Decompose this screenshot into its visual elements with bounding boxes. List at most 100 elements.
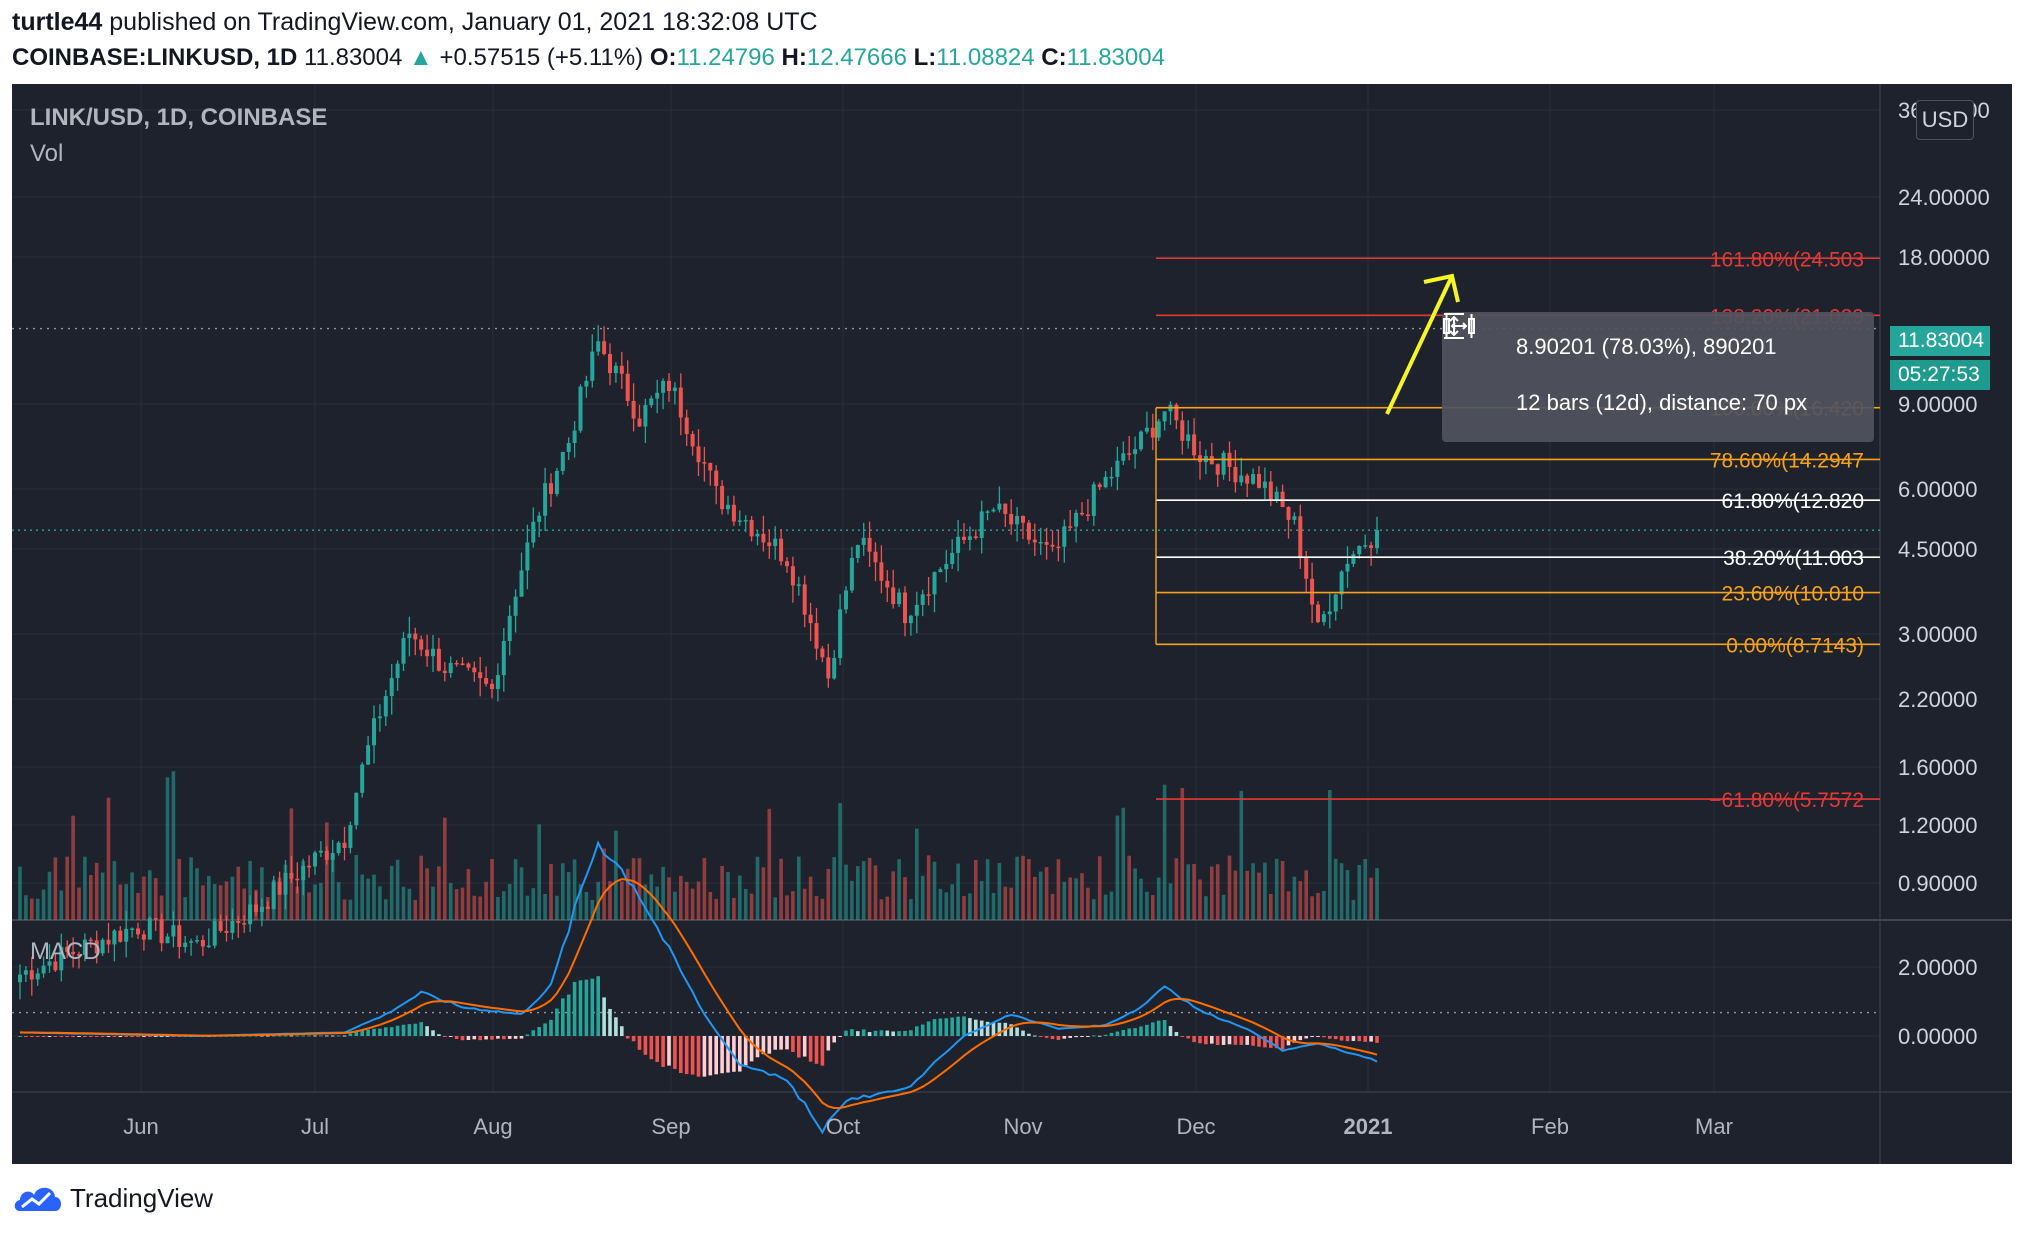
macd-hist-205 <box>1227 1036 1232 1045</box>
macd-hist-192 <box>1151 1022 1155 1036</box>
candle-body-163 <box>979 511 984 539</box>
candle-body-50 <box>313 852 317 867</box>
candle-body-183 <box>1097 484 1102 488</box>
candle-body-105 <box>637 418 642 427</box>
tradingview-logo-icon <box>14 1187 61 1211</box>
brand-name: TradingView <box>70 1182 214 1213</box>
candle-body-42 <box>265 906 270 909</box>
volume-bar-150 <box>903 877 907 920</box>
candle-body-223 <box>1333 594 1338 612</box>
volume-bar-172 <box>1033 876 1037 920</box>
macd-hist-143 <box>861 1029 866 1036</box>
macd-hist-9 <box>71 1036 75 1037</box>
candle-body-61 <box>377 716 382 719</box>
candle-body-189 <box>1133 449 1138 455</box>
candle-body-11 <box>82 939 87 955</box>
volume-bar-73 <box>448 882 453 920</box>
macd-hist-160 <box>962 1016 966 1036</box>
candle-body-52 <box>324 850 329 860</box>
volume-bar-111 <box>673 891 677 920</box>
macd-hist-111 <box>673 1036 677 1069</box>
volume-bar-188 <box>1127 855 1131 920</box>
trend-arrow-line <box>1385 275 1454 415</box>
candle-body-60 <box>372 718 376 746</box>
volume-bar-2 <box>30 898 34 920</box>
price-tick-label-6: 3.00000 <box>1898 622 1978 647</box>
macd-hist-174 <box>1044 1036 1049 1038</box>
candle-body-128 <box>773 538 778 547</box>
volume-bar-115 <box>696 881 701 920</box>
macd-hist-47 <box>295 1035 300 1037</box>
candle-body-191 <box>1144 427 1149 432</box>
x-tick-label-1: Jul <box>301 1114 329 1139</box>
macd-hist-173 <box>1038 1036 1043 1037</box>
macd-hist-149 <box>897 1031 901 1036</box>
macd-hist-177 <box>1062 1036 1067 1039</box>
fib-label-3: 78.60%(14.2947 <box>1710 449 1864 472</box>
candle-body-187 <box>1121 453 1126 461</box>
candle-body-142 <box>855 544 860 558</box>
volume-bar-206 <box>1233 870 1238 920</box>
candle-body-209 <box>1251 473 1256 484</box>
author-name[interactable]: turtle44 <box>12 8 103 36</box>
x-tick-label-0: Jun <box>123 1114 158 1139</box>
ohlc-line: COINBASE:LINKUSD, 1D 11.83004 ▲ +0.57515… <box>12 44 1165 72</box>
macd-hist-67 <box>413 1023 418 1036</box>
macd-hist-86 <box>525 1034 530 1036</box>
macd-hist-65 <box>401 1024 406 1036</box>
macd-hist-108 <box>655 1036 659 1062</box>
macd-hist-116 <box>702 1036 707 1077</box>
macd-hist-210 <box>1257 1036 1261 1047</box>
candle-body-14 <box>100 939 105 954</box>
currency-button[interactable]: USD <box>1916 100 1974 140</box>
macd-hist-190 <box>1139 1026 1143 1036</box>
chart-canvas[interactable]: 161.80%(24.503138.20%(21.029100.00%(16.4… <box>12 84 2012 1164</box>
candle-body-4 <box>41 965 46 974</box>
candle-body-78 <box>478 672 483 679</box>
volume-bar-131 <box>791 891 795 920</box>
macd-hist-131 <box>791 1036 795 1052</box>
volume-bar-97 <box>590 899 595 920</box>
macd-hist-216 <box>1292 1036 1297 1043</box>
macd-hist-189 <box>1133 1028 1137 1036</box>
macd-hist-81 <box>496 1036 500 1039</box>
volume-bar-223 <box>1333 858 1338 920</box>
volume-bar-179 <box>1074 878 1078 920</box>
macd-hist-99 <box>602 997 606 1036</box>
volume-bar-85 <box>519 867 524 920</box>
macd-hist-197 <box>1180 1036 1185 1037</box>
volume-bar-95 <box>578 884 583 920</box>
volume-bar-63 <box>389 865 394 920</box>
macd-hist-136 <box>820 1036 825 1066</box>
volume-bar-200 <box>1198 879 1202 920</box>
volume-bar-11 <box>83 856 87 920</box>
candle-body-150 <box>903 592 907 624</box>
candle-body-117 <box>708 462 713 471</box>
macd-hist-135 <box>814 1036 819 1064</box>
candle-body-56 <box>348 825 353 848</box>
candle-body-177 <box>1062 526 1067 547</box>
volume-bar-165 <box>991 893 996 920</box>
volume-bar-113 <box>684 881 689 920</box>
macd-hist-159 <box>956 1016 960 1036</box>
macd-hist-72 <box>443 1036 447 1037</box>
candle-body-35 <box>224 930 229 933</box>
x-tick-label-6: Dec <box>1176 1114 1215 1139</box>
candle-body-91 <box>554 470 559 494</box>
volume-bar-209 <box>1251 863 1255 920</box>
macd-hist-96 <box>584 979 589 1036</box>
volume-bar-7 <box>59 890 64 920</box>
macd-hist-90 <box>549 1019 553 1036</box>
footer-brand[interactable]: TradingView <box>12 1180 213 1216</box>
macd-hist-145 <box>873 1030 878 1036</box>
candle-body-54 <box>336 842 341 854</box>
candle-body-124 <box>749 519 754 537</box>
countdown-tag: 05:27:53 <box>1890 360 1990 390</box>
volume-bar-190 <box>1139 878 1143 920</box>
chart-area[interactable]: 161.80%(24.503138.20%(21.029100.00%(16.4… <box>12 84 2012 1164</box>
volume-bar-127 <box>767 808 772 920</box>
macd-hist-158 <box>950 1017 954 1036</box>
volume-bar-121 <box>732 897 736 920</box>
candle-body-194 <box>1162 411 1167 422</box>
volume-bar-183 <box>1097 856 1102 920</box>
